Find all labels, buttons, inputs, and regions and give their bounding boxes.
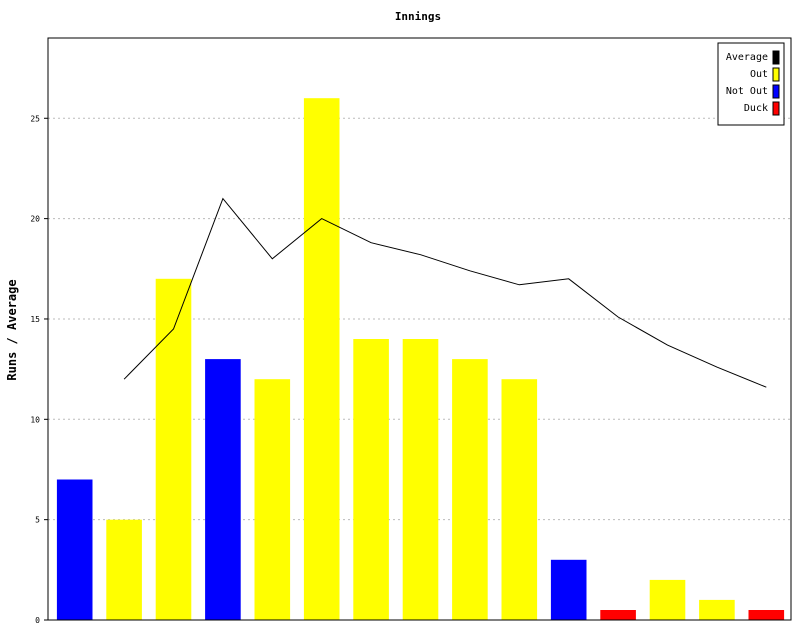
average-series-line xyxy=(123,197,767,388)
bar-5 xyxy=(254,379,291,620)
bar-10 xyxy=(501,379,538,620)
bar-6 xyxy=(303,98,340,620)
legend-label-duck: Duck xyxy=(744,103,768,114)
plot-frame xyxy=(47,37,792,621)
bar-1 xyxy=(56,479,93,620)
bar-7 xyxy=(353,339,389,620)
y-tick-label: 15 xyxy=(30,315,40,324)
y-tick-label: 0 xyxy=(35,616,40,625)
bar-15 xyxy=(748,610,785,620)
legend-swatch-not-out xyxy=(772,84,780,99)
legend: Average Out Not Out Duck xyxy=(717,42,785,126)
y-tick-label: 20 xyxy=(30,215,40,224)
bar-11 xyxy=(550,559,587,620)
y-tick-label: 25 xyxy=(30,114,40,123)
legend-label-out: Out xyxy=(750,69,768,80)
bar-3 xyxy=(155,278,192,620)
bar-12 xyxy=(600,610,636,620)
chart-title: Innings xyxy=(395,10,441,23)
y-tick-label: 10 xyxy=(30,415,40,424)
legend-label-not-out: Not Out xyxy=(726,86,768,97)
bars xyxy=(56,98,785,620)
bar-14 xyxy=(699,599,735,620)
bar-8 xyxy=(402,339,439,620)
bar-9 xyxy=(452,359,488,620)
legend-label-average: Average xyxy=(726,52,768,63)
legend-swatch-average xyxy=(772,50,780,65)
y-axis-label: Runs / Average xyxy=(5,279,19,380)
axes xyxy=(47,37,792,621)
bar-2 xyxy=(106,519,142,620)
bar-4 xyxy=(205,359,241,620)
legend-swatch-out xyxy=(772,67,780,82)
y-ticks: 0 5 10 15 20 25 xyxy=(30,114,48,625)
bar-13 xyxy=(649,579,686,620)
y-tick-label: 5 xyxy=(35,516,40,525)
legend-swatch-duck xyxy=(772,101,780,116)
average-line xyxy=(123,197,767,388)
